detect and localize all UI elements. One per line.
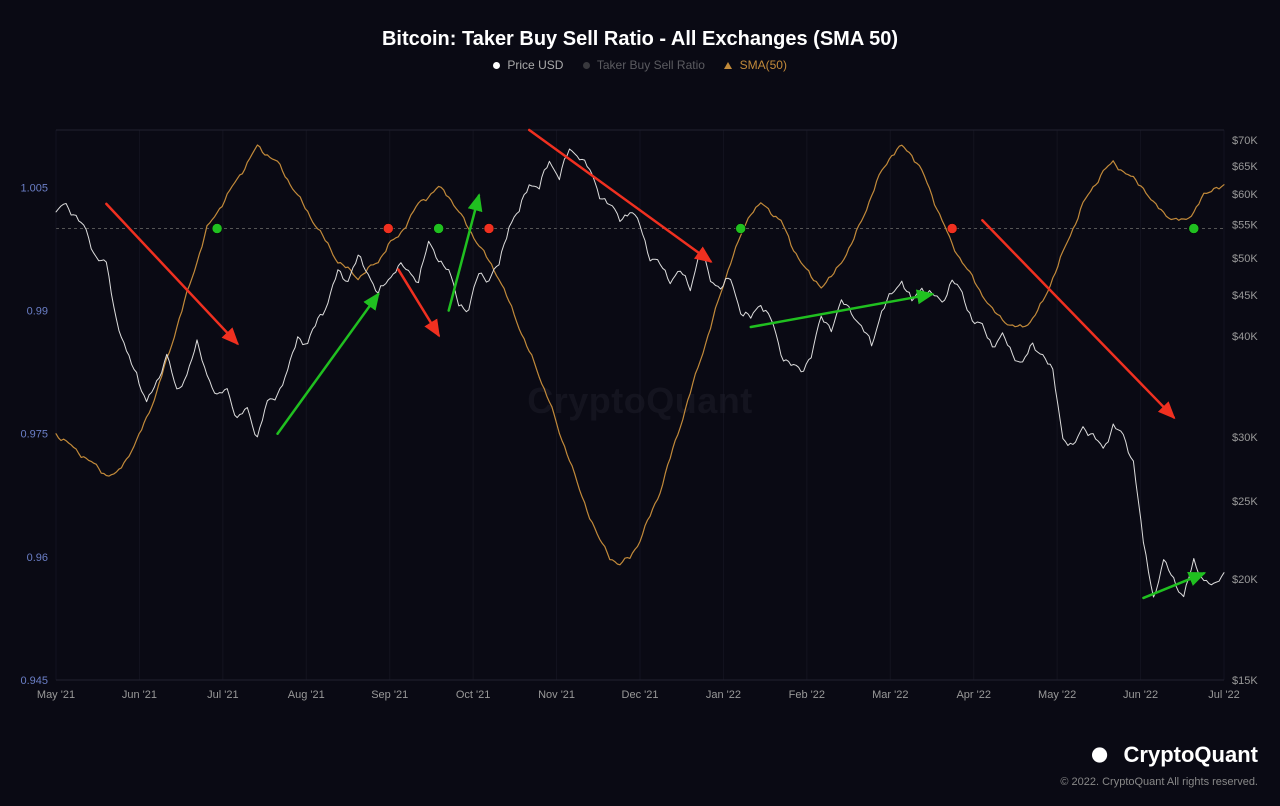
legend-label: SMA(50) [740,58,787,72]
circle-marker-icon [583,62,590,69]
svg-text:0.99: 0.99 [27,306,48,318]
svg-text:Apr '22: Apr '22 [956,689,991,701]
footer-copyright: © 2022. CryptoQuant All rights reserved. [1060,776,1258,788]
svg-text:$55K: $55K [1232,219,1258,231]
triangle-marker-icon [724,62,732,69]
legend-item-ratio: Taker Buy Sell Ratio [583,58,709,72]
legend: Price USD Taker Buy Sell Ratio SMA(50) [0,58,1280,72]
circle-marker-icon [493,62,500,69]
svg-text:Oct '21: Oct '21 [456,689,491,701]
svg-text:Jun '22: Jun '22 [1123,689,1158,701]
svg-text:Sep '21: Sep '21 [371,689,408,701]
svg-text:$25K: $25K [1232,496,1258,508]
legend-label: Price USD [507,58,563,72]
chart-title: Bitcoin: Taker Buy Sell Ratio - All Exch… [0,28,1280,51]
svg-text:Feb '22: Feb '22 [789,689,825,701]
legend-item-sma: SMA(50) [724,58,787,72]
svg-text:1.005: 1.005 [20,182,48,194]
svg-text:$50K: $50K [1232,253,1258,265]
svg-text:May '21: May '21 [37,689,75,701]
footer-logo: CryptoQuant [1092,742,1258,768]
svg-text:0.975: 0.975 [20,429,48,441]
chart-svg: May '21 Jun '21 Jul '21 Aug '21 Sep '21 Oct '… [0,80,1280,710]
svg-text:$15K: $15K [1232,675,1258,687]
legend-item-price: Price USD [493,58,567,72]
svg-text:Nov '21: Nov '21 [538,689,575,701]
svg-text:May '22: May '22 [1038,689,1076,701]
svg-text:Dec '21: Dec '21 [622,689,659,701]
svg-text:$65K: $65K [1232,161,1258,173]
svg-text:Aug '21: Aug '21 [288,689,325,701]
svg-text:Mar '22: Mar '22 [872,689,908,701]
chart-container: Bitcoin: Taker Buy Sell Ratio - All Exch… [0,0,1280,806]
svg-text:$45K: $45K [1232,290,1258,302]
svg-text:Jun '21: Jun '21 [122,689,157,701]
logo-icon [1092,742,1118,768]
svg-text:$70K: $70K [1232,135,1258,147]
svg-text:$30K: $30K [1232,432,1258,444]
svg-text:Jan '22: Jan '22 [706,689,741,701]
footer-logo-text: CryptoQuant [1124,742,1258,768]
svg-text:Jul '22: Jul '22 [1208,689,1239,701]
svg-text:Jul '21: Jul '21 [207,689,238,701]
svg-text:0.945: 0.945 [20,675,48,687]
legend-label: Taker Buy Sell Ratio [597,58,705,72]
svg-text:$20K: $20K [1232,574,1258,586]
svg-text:0.96: 0.96 [27,552,48,564]
svg-text:$40K: $40K [1232,331,1258,343]
svg-text:$60K: $60K [1232,189,1258,201]
